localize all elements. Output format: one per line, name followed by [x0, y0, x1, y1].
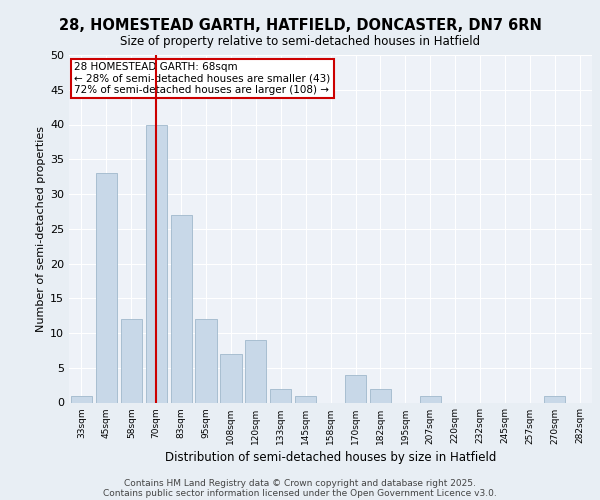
Bar: [370, 388, 391, 402]
Bar: [146, 124, 167, 402]
Bar: [295, 396, 316, 402]
Bar: [245, 340, 266, 402]
Text: 28 HOMESTEAD GARTH: 68sqm
← 28% of semi-detached houses are smaller (43)
72% of : 28 HOMESTEAD GARTH: 68sqm ← 28% of semi-…: [74, 62, 331, 95]
Text: Contains public sector information licensed under the Open Government Licence v3: Contains public sector information licen…: [103, 488, 497, 498]
Y-axis label: Number of semi-detached properties: Number of semi-detached properties: [36, 126, 46, 332]
Bar: [96, 173, 117, 402]
X-axis label: Distribution of semi-detached houses by size in Hatfield: Distribution of semi-detached houses by …: [165, 450, 496, 464]
Text: 28, HOMESTEAD GARTH, HATFIELD, DONCASTER, DN7 6RN: 28, HOMESTEAD GARTH, HATFIELD, DONCASTER…: [59, 18, 541, 32]
Bar: [270, 388, 292, 402]
Text: Contains HM Land Registry data © Crown copyright and database right 2025.: Contains HM Land Registry data © Crown c…: [124, 478, 476, 488]
Bar: [544, 396, 565, 402]
Bar: [196, 319, 217, 402]
Bar: [220, 354, 242, 403]
Text: Size of property relative to semi-detached houses in Hatfield: Size of property relative to semi-detach…: [120, 35, 480, 48]
Bar: [121, 319, 142, 402]
Bar: [345, 374, 366, 402]
Bar: [71, 396, 92, 402]
Bar: [419, 396, 441, 402]
Bar: [170, 215, 192, 402]
